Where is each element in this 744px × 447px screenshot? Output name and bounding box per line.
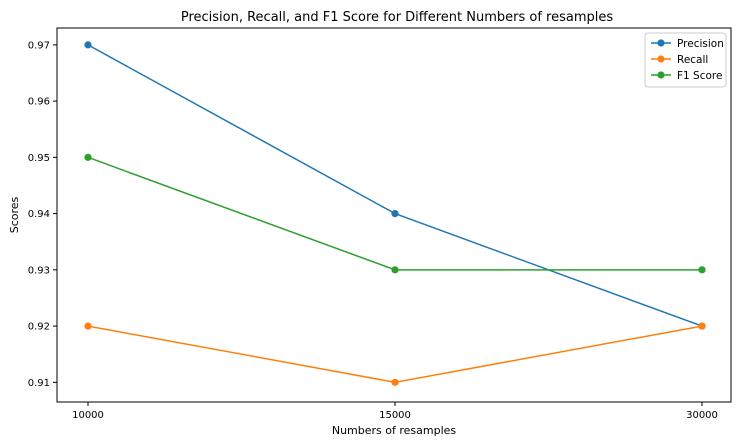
data-point <box>698 322 706 330</box>
legend-swatch-marker <box>657 39 665 47</box>
data-point <box>391 378 399 386</box>
data-point <box>391 266 399 274</box>
chart-title: Precision, Recall, and F1 Score for Diff… <box>181 10 614 25</box>
legend-item: F1 Score <box>651 70 722 82</box>
legend-swatch-marker <box>657 55 665 63</box>
y-tick-label: 0.94 <box>28 209 50 220</box>
series-f1-score <box>84 153 706 274</box>
data-point <box>84 153 92 161</box>
series-line <box>87 44 703 327</box>
y-tick-label: 0.97 <box>28 40 50 51</box>
plot-area-frame <box>56 27 732 403</box>
x-tick-label: 30000 <box>686 410 718 421</box>
y-tick-label: 0.92 <box>28 322 50 333</box>
data-point <box>84 41 92 49</box>
series-layer <box>84 41 706 386</box>
legend-label: F1 Score <box>677 70 722 82</box>
x-axis-label: Numbers of resamples <box>332 424 457 437</box>
data-point <box>698 266 706 274</box>
legend-label: Recall <box>677 54 708 66</box>
legend-item: Precision <box>651 38 724 50</box>
y-tick-label: 0.95 <box>28 153 50 164</box>
legend-swatch-marker <box>657 71 665 79</box>
y-tick-label: 0.96 <box>28 97 50 108</box>
legend-item: Recall <box>651 54 708 66</box>
y-axis-label: Scores <box>8 196 21 233</box>
y-axis: 0.91 0.92 0.93 0.94 0.95 0.96 0.97 <box>28 40 57 389</box>
series-recall <box>84 322 706 386</box>
y-tick-label: 0.91 <box>28 378 50 389</box>
data-point <box>84 322 92 330</box>
x-tick-label: 10000 <box>72 410 104 421</box>
series-line <box>87 325 703 384</box>
x-axis: 10000 15000 30000 <box>72 402 718 421</box>
series-precision <box>84 41 706 330</box>
x-tick-label: 15000 <box>379 410 411 421</box>
legend: Precision Recall F1 Score <box>644 32 727 88</box>
legend-label: Precision <box>677 38 724 50</box>
y-tick-label: 0.93 <box>28 265 50 276</box>
data-point <box>391 209 399 218</box>
legend-box <box>644 32 727 88</box>
